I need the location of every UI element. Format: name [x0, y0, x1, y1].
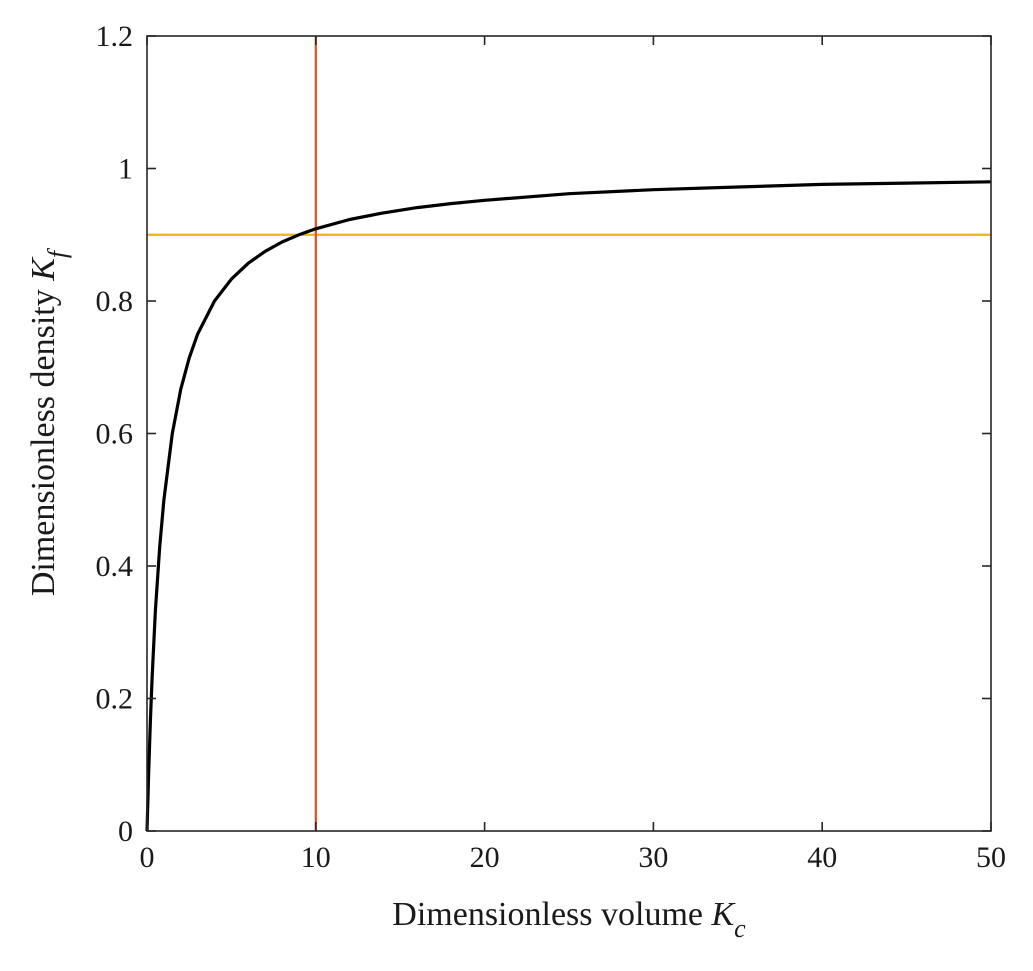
- y-axis-label: Dimensionless density Kf: [25, 247, 72, 596]
- series-line: [145, 180, 992, 832]
- x-axis-label-sub: c: [734, 914, 746, 943]
- x-tick-label: 50: [976, 841, 1006, 874]
- y-tick-label: 0.6: [96, 418, 134, 451]
- y-tick-label: 1: [118, 153, 133, 186]
- x-tick-label: 10: [301, 841, 331, 874]
- y-tick-label: 0: [118, 815, 133, 848]
- series-layer: [145, 180, 992, 832]
- plot-frame: [146, 35, 992, 832]
- y-tick-label: 0.2: [96, 683, 134, 716]
- x-axis-label-text: Dimensionless volume: [392, 896, 711, 933]
- x-tick-label: 0: [140, 841, 155, 874]
- x-axis-label: Dimensionless volume Kc: [392, 896, 746, 943]
- x-tick-label: 30: [638, 841, 668, 874]
- x-axis: 0 10 20 30 40 50: [140, 36, 1006, 874]
- x-tick-label: 20: [470, 841, 500, 874]
- y-axis-label-sub: f: [43, 247, 72, 258]
- y-axis-label-text: Dimensionless density: [25, 281, 62, 596]
- y-axis: 0 0.2 0.4 0.6 0.8 1 1.2: [96, 20, 991, 848]
- reference-lines: [147, 36, 991, 831]
- y-tick-label: 0.4: [96, 550, 134, 583]
- y-tick-label: 0.8: [96, 285, 134, 318]
- x-axis-label-var: K: [710, 896, 736, 933]
- y-tick-label: 1.2: [96, 20, 134, 53]
- x-tick-label: 40: [807, 841, 837, 874]
- y-axis-label-var: K: [25, 256, 62, 282]
